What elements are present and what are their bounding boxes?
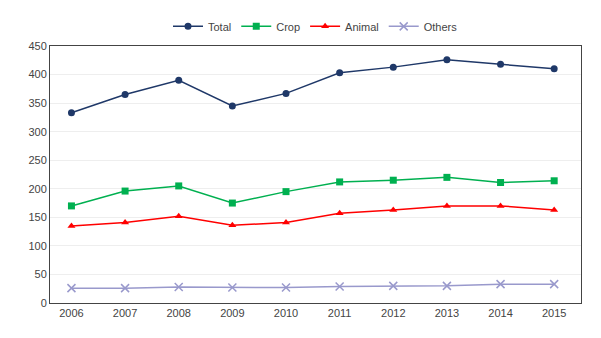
svg-text:2011: 2011	[328, 307, 352, 319]
svg-text:2015: 2015	[542, 307, 566, 319]
svg-text:Others: Others	[424, 21, 458, 33]
svg-text:2008: 2008	[166, 307, 190, 319]
svg-text:450: 450	[28, 40, 46, 52]
svg-text:2006: 2006	[59, 307, 83, 319]
svg-text:300: 300	[28, 126, 46, 138]
svg-text:250: 250	[28, 154, 46, 166]
svg-text:2012: 2012	[381, 307, 405, 319]
svg-text:2007: 2007	[113, 307, 137, 319]
svg-text:2014: 2014	[488, 307, 512, 319]
svg-text:0: 0	[41, 297, 47, 309]
svg-text:2010: 2010	[274, 307, 298, 319]
svg-text:Animal: Animal	[345, 21, 379, 33]
svg-text:200: 200	[28, 183, 46, 195]
svg-text:Total: Total	[208, 21, 231, 33]
svg-text:100: 100	[28, 240, 46, 252]
svg-text:150: 150	[28, 211, 46, 223]
svg-text:350: 350	[28, 97, 46, 109]
svg-text:2009: 2009	[220, 307, 244, 319]
svg-text:50: 50	[35, 268, 47, 280]
svg-text:Crop: Crop	[276, 21, 300, 33]
svg-text:400: 400	[28, 68, 46, 80]
svg-text:2013: 2013	[435, 307, 459, 319]
